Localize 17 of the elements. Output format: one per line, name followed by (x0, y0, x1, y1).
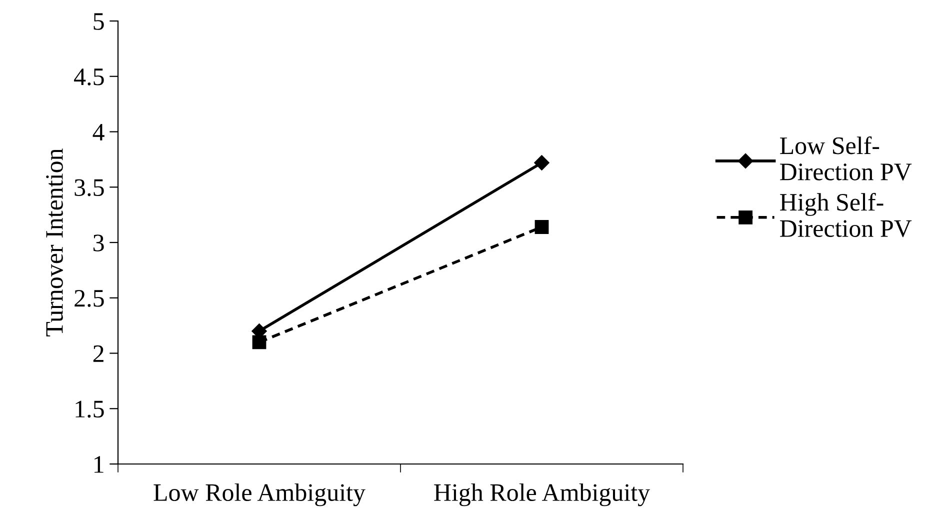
legend-label: High Self- Direction PV (780, 192, 912, 238)
y-tick-label: 4 (92, 124, 104, 140)
x-tick-label: High Role Ambiguity (434, 483, 650, 506)
point (534, 220, 549, 234)
y-tick-label: 2 (93, 345, 104, 362)
x-tick-label: Low Role Ambiguity (154, 483, 366, 506)
point (534, 155, 550, 170)
y-tick-label: 3 (94, 234, 104, 252)
y-tick-label: 1 (94, 456, 104, 473)
y-tick-label: 2.5 (74, 290, 104, 307)
y-tick-label: 5 (94, 13, 104, 30)
y-tick-label: 4.5 (74, 68, 104, 86)
legend-label: Low Self- Direction PV (780, 136, 912, 180)
y-axis-title: Turnover Intention (46, 148, 63, 336)
y-tick-label: 1.5 (76, 400, 104, 418)
y-tick-label: 3.5 (74, 179, 104, 196)
point (252, 335, 266, 350)
